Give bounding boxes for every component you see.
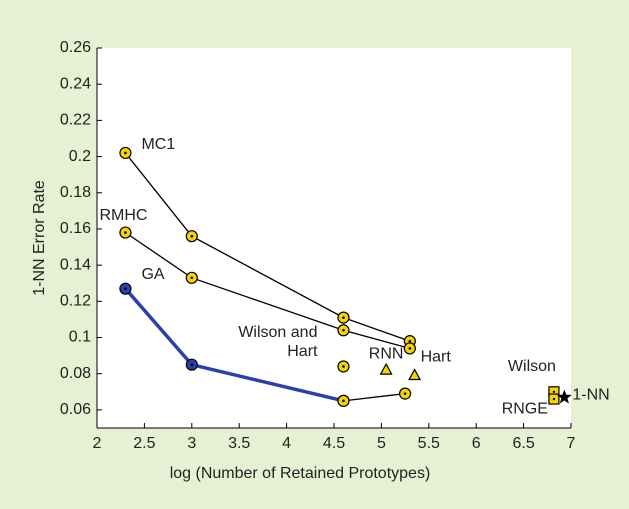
series-line xyxy=(124,152,411,342)
y-tick-label: 0.14 xyxy=(60,256,91,273)
y-tick-label: 0.24 xyxy=(60,75,91,92)
x-tick-label: 7 xyxy=(567,435,576,452)
series-line xyxy=(343,392,406,402)
point-dot xyxy=(552,397,556,401)
point-dot xyxy=(190,276,194,280)
point-dot xyxy=(403,392,407,395)
x-tick-label: 5.5 xyxy=(418,435,440,452)
annotation: Wilson and Hart xyxy=(238,324,318,361)
point-dot xyxy=(408,339,412,343)
point xyxy=(557,389,572,404)
y-axis-label: 1-NN Error Rate xyxy=(31,180,48,296)
y-tick-label: 0.2 xyxy=(69,148,91,165)
annotation: 1-NN xyxy=(572,386,609,403)
x-tick-label: 2 xyxy=(93,435,102,452)
x-axis-label: log (Number of Retained Prototypes) xyxy=(170,465,431,482)
y-tick-label: 0.22 xyxy=(60,112,91,129)
point-dot xyxy=(124,151,127,155)
x-tick-label: 2.5 xyxy=(133,435,155,452)
series-line xyxy=(125,232,411,350)
x-tick-label: 6 xyxy=(472,435,481,452)
x-tick-label: 4.5 xyxy=(323,435,345,452)
y-tick-label: 0.12 xyxy=(60,293,91,310)
point-dot xyxy=(124,231,127,234)
y-tick-label: 0.26 xyxy=(60,39,91,56)
point-dot xyxy=(124,287,127,290)
annotation: RNN xyxy=(369,345,404,362)
point-dot xyxy=(342,399,345,403)
annotation: Wilson xyxy=(508,358,556,375)
y-tick-label: 0.06 xyxy=(60,401,91,418)
annotation: RMHC xyxy=(99,207,147,224)
annotation: GA xyxy=(141,266,164,283)
y-tick-label: 0.18 xyxy=(60,184,91,201)
annotation: Hart xyxy=(421,349,452,366)
point-dot xyxy=(190,363,194,366)
plot-area xyxy=(97,48,571,428)
point-dot xyxy=(342,328,345,332)
point xyxy=(379,362,393,375)
point-dot xyxy=(190,234,194,238)
y-tick-label: 0.08 xyxy=(60,365,91,382)
point-dot xyxy=(408,347,412,350)
x-tick-label: 3 xyxy=(187,435,196,452)
annotation: RNGE xyxy=(502,400,548,417)
x-tick-label: 6.5 xyxy=(512,435,534,452)
point xyxy=(408,368,422,381)
x-tick-label: 4 xyxy=(282,435,291,452)
x-tick-label: 3.5 xyxy=(228,435,250,452)
annotation: MC1 xyxy=(141,136,175,153)
x-tick-label: 5 xyxy=(377,435,386,452)
point-dot xyxy=(342,365,345,368)
y-tick-label: 0.1 xyxy=(69,329,91,346)
point-dot xyxy=(552,390,556,394)
y-tick-label: 0.16 xyxy=(60,220,91,237)
point-dot xyxy=(342,316,345,319)
